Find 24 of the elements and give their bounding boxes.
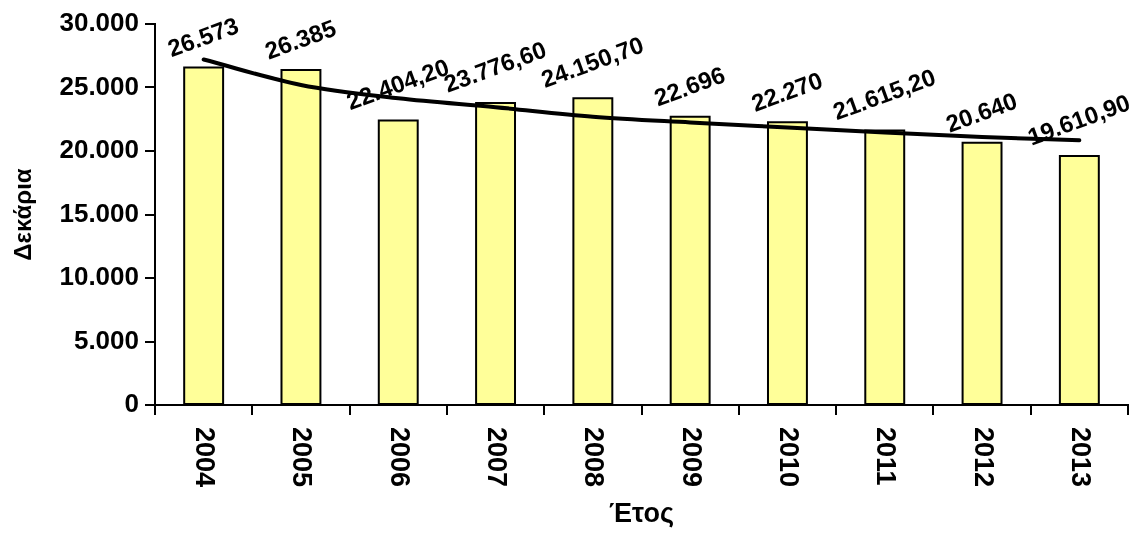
x-axis-title: Έτος bbox=[609, 498, 674, 529]
y-tick-label: 15.000 bbox=[59, 197, 139, 228]
data-label: 26.573 bbox=[163, 11, 243, 62]
x-tick-label: 2012 bbox=[968, 427, 999, 488]
x-tick-label: 2010 bbox=[774, 427, 804, 488]
x-tick-label: 2006 bbox=[384, 427, 415, 488]
y-tick-label: 25.000 bbox=[59, 70, 139, 101]
data-label: 20.640 bbox=[942, 86, 1021, 138]
x-tick-label: 2013 bbox=[1065, 427, 1096, 488]
y-tick-label: 20.000 bbox=[59, 134, 139, 165]
y-tick-label: 10.000 bbox=[59, 261, 139, 292]
y-axis-title: Δεκάρια bbox=[9, 168, 37, 261]
data-label: 22.696 bbox=[650, 60, 729, 112]
y-tick-label: 30.000 bbox=[59, 7, 139, 38]
x-tick-label: 2009 bbox=[676, 427, 707, 488]
data-label: 22.270 bbox=[747, 66, 826, 117]
y-tick-label: 5.000 bbox=[73, 324, 139, 355]
x-tick-label: 2008 bbox=[579, 427, 610, 488]
y-tick-label: 0 bbox=[124, 388, 139, 419]
x-tick-label: 2005 bbox=[287, 427, 318, 488]
x-tick-label: 2004 bbox=[190, 427, 221, 488]
x-tick-label: 2011 bbox=[871, 427, 902, 486]
x-tick-label: 2007 bbox=[482, 427, 513, 488]
data-label: 26.385 bbox=[261, 13, 340, 65]
